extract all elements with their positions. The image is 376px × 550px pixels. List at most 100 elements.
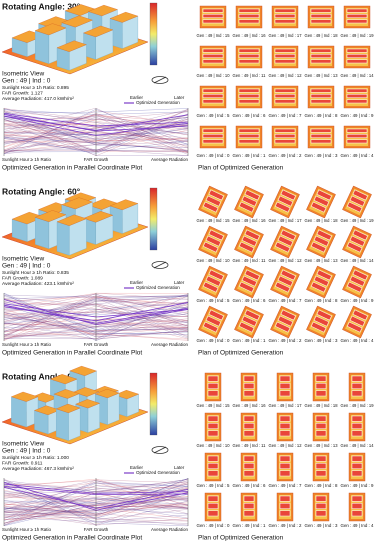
isometric-view — [1, 4, 149, 75]
plan-thumbnail: Gen : 49 | Ind : 7 — [269, 85, 302, 118]
plan-thumbnail: Gen : 49 | Ind : 4 — [341, 125, 375, 158]
building — [83, 211, 114, 245]
plan-thumbnail: Gen : 49 | Ind : 18 — [305, 185, 338, 223]
building-roof — [109, 11, 139, 23]
plan-building — [241, 235, 258, 247]
plan-building — [274, 201, 291, 213]
plan-building — [279, 503, 291, 509]
plan-building — [274, 281, 291, 293]
plan-label: Gen : 49 | Ind : 3 — [305, 523, 339, 528]
plan-building — [274, 59, 296, 64]
plan-building — [280, 189, 296, 201]
plan-building — [313, 195, 330, 207]
compass-needle — [153, 261, 167, 269]
building-roof — [10, 391, 39, 402]
plan-thumbnail: Gen : 49 | Ind : 17 — [269, 5, 302, 38]
plan-thumbnail: Gen : 49 | Ind : 16 — [233, 185, 267, 223]
plan-building — [351, 383, 363, 389]
plan-building — [349, 275, 366, 287]
plan-building — [315, 375, 327, 382]
building — [56, 40, 87, 71]
plan-image — [270, 225, 300, 259]
plan-building — [238, 128, 260, 133]
plan-building — [202, 14, 224, 18]
plan-building — [310, 128, 332, 133]
building — [56, 214, 87, 256]
plan-building — [346, 241, 363, 253]
plan-image — [234, 265, 264, 299]
plan-building — [279, 375, 291, 382]
plan-image — [198, 225, 228, 259]
plan-label: Gen : 49 | Ind : 16 — [233, 33, 267, 38]
plan-building — [207, 390, 219, 397]
plan-building — [208, 189, 224, 201]
plan-building — [280, 269, 296, 281]
legend-later: Later — [174, 280, 185, 285]
plan-building — [346, 139, 368, 144]
plan-image — [306, 185, 336, 219]
plan-thumbnail: Gen : 49 | Ind : 10 — [197, 412, 230, 448]
plan-image — [271, 85, 299, 109]
gen-ind: Gen : 49 | Ind : 0 — [2, 263, 51, 270]
plan-label: Gen : 49 | Ind : 9 — [341, 113, 375, 118]
plan-building — [349, 195, 366, 207]
plan-building — [315, 383, 327, 389]
plan-building — [238, 54, 260, 58]
building — [55, 403, 81, 441]
plan-label: Gen : 49 | Ind : 16 — [233, 218, 267, 223]
plan-thumbnail: Gen : 49 | Ind : 12 — [269, 225, 302, 263]
plan-building — [310, 54, 332, 58]
plan-building — [238, 281, 255, 293]
plan-building — [205, 315, 222, 327]
pcp-caption: Optimized Generation in Parallel Coordin… — [2, 535, 142, 542]
plan-image — [199, 45, 227, 69]
gen-ind: Gen : 49 | Ind : 0 — [2, 448, 51, 455]
plan-building — [243, 510, 255, 517]
plan-building — [315, 390, 327, 397]
plan-image — [312, 372, 330, 402]
plan-building — [349, 315, 366, 327]
plan-image — [198, 305, 228, 339]
plan-building — [346, 201, 363, 213]
plan-building — [315, 510, 327, 517]
plan-building — [202, 59, 224, 64]
plan-building — [202, 128, 224, 133]
plan-building — [351, 463, 363, 469]
plan-building — [243, 375, 255, 382]
plan-thumbnail: Gen : 49 | Ind : 14 — [341, 225, 374, 263]
plan-thumbnail: Gen : 49 | Ind : 17 — [269, 185, 303, 223]
building-roof — [34, 23, 67, 36]
plan-label: Gen : 49 | Ind : 17 — [269, 218, 303, 223]
plan-image — [204, 372, 222, 402]
plan-building — [279, 390, 291, 397]
plan-thumbnail: Gen : 49 | Ind : 14 — [341, 45, 374, 78]
plan-label: Gen : 49 | Ind : 13 — [305, 73, 339, 78]
plan-image — [307, 85, 335, 109]
plan-image — [306, 265, 336, 299]
plan-building — [315, 463, 327, 469]
plan-thumbnail: Gen : 49 | Ind : 15 — [197, 185, 230, 223]
plan-thumbnail: Gen : 49 | Ind : 10 — [197, 45, 230, 78]
plan-image — [234, 185, 264, 219]
plan-label: Gen : 49 | Ind : 4 — [341, 153, 375, 158]
gen-ind: Gen : 49 | Ind : 0 — [2, 78, 51, 85]
plan-thumbnail: Gen : 49 | Ind : 8 — [305, 452, 338, 488]
plan-image — [348, 492, 366, 522]
building-roof — [75, 399, 101, 409]
plan-building — [310, 88, 332, 93]
plan-image — [270, 265, 300, 299]
plan-image — [271, 125, 299, 149]
building — [83, 25, 114, 60]
plan-thumbnail: Gen : 49 | Ind : 8 — [305, 265, 338, 303]
plan-building — [277, 195, 294, 207]
plan-building — [310, 281, 327, 293]
plan-thumbnail: Gen : 49 | Ind : 1 — [233, 492, 266, 528]
plan-label: Gen : 49 | Ind : 19 — [341, 218, 375, 223]
plan-image — [312, 412, 330, 442]
plan-building — [208, 269, 224, 281]
plan-thumbnail: Gen : 49 | Ind : 4 — [341, 492, 374, 528]
plan-building — [310, 94, 332, 98]
pcp-axis-label: Sunlight Hour ≥ 1h Ratio — [2, 157, 51, 162]
building-roof — [83, 25, 114, 38]
